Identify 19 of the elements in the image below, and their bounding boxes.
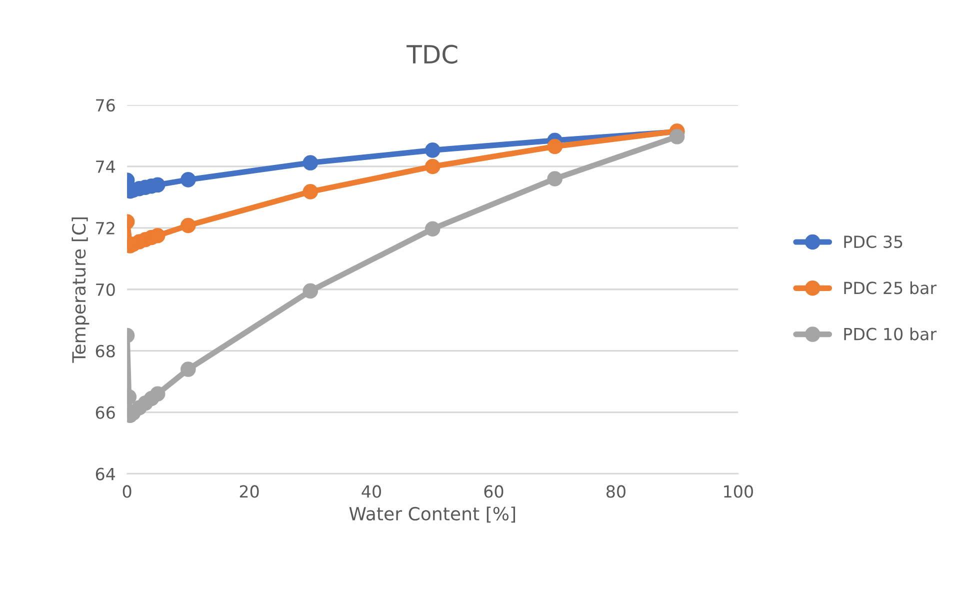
y-tick-label: 68 <box>96 344 115 358</box>
chart-title: TDC <box>406 44 458 64</box>
x-tick-label: 100 <box>724 485 753 498</box>
x-tick-label: 0 <box>122 485 132 498</box>
legend-label: PDC 10 bar <box>844 327 937 340</box>
y-tick-label: 74 <box>96 160 116 173</box>
x-tick-label: 60 <box>484 485 504 498</box>
x-tick-label: 40 <box>362 485 382 498</box>
x-tick-label: 80 <box>606 485 626 498</box>
y-tick-label: 70 <box>96 283 115 296</box>
y-tick-label: 64 <box>96 468 116 480</box>
legend-label: PDC 35 <box>844 235 902 248</box>
y-axis-title: Temperature [C] <box>72 218 90 363</box>
legend-label: PDC 25 bar <box>844 281 937 294</box>
x-axis-title: Water Content [%] <box>349 506 516 523</box>
y-tick-label: 72 <box>96 222 114 234</box>
x-tick-label: 20 <box>240 485 259 498</box>
y-tick-label: 66 <box>96 406 115 419</box>
y-tick-label: 76 <box>96 98 115 112</box>
